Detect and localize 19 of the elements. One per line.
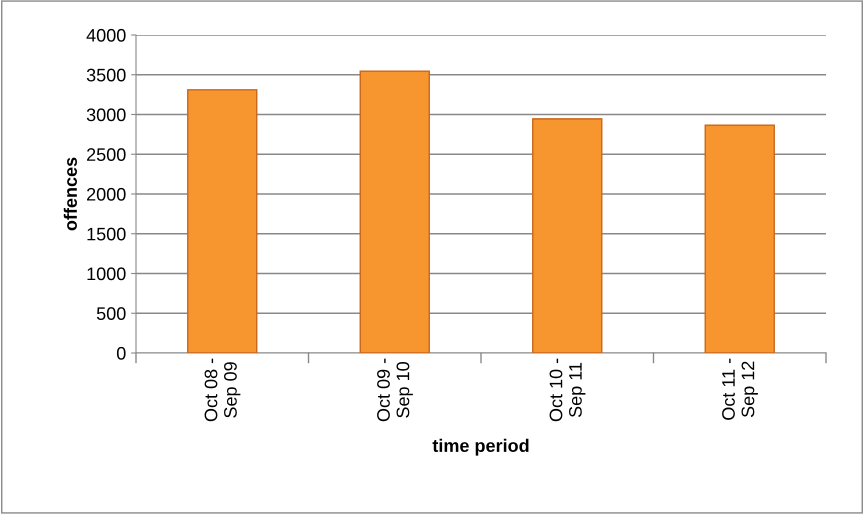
y-axis-title: offences xyxy=(64,158,77,230)
y-tick-label: 2500 xyxy=(87,148,126,161)
y-tick-label: 3000 xyxy=(86,108,126,122)
bar xyxy=(704,124,775,353)
y-tick-label: 1000 xyxy=(87,267,126,280)
x-tick-label: Oct 11 - Sep 12 xyxy=(722,358,758,420)
bar xyxy=(187,89,258,353)
x-axis-title: time period xyxy=(432,438,528,456)
bar xyxy=(532,118,602,353)
x-tick-label: Oct 09 - Sep 10 xyxy=(377,358,413,422)
y-tick-label: 500 xyxy=(96,307,126,320)
x-tick-label: Oct 10 - Sep 11 xyxy=(550,358,586,422)
y-tick-label: 0 xyxy=(116,346,126,360)
y-tick-label: 4000 xyxy=(86,28,126,42)
y-tick-label: 1500 xyxy=(87,228,126,240)
y-tick-label: 3500 xyxy=(86,68,126,82)
bar xyxy=(360,70,430,353)
x-tick-label: Oct 08 - Sep 09 xyxy=(204,358,240,422)
y-tick-label: 2000 xyxy=(87,188,126,201)
